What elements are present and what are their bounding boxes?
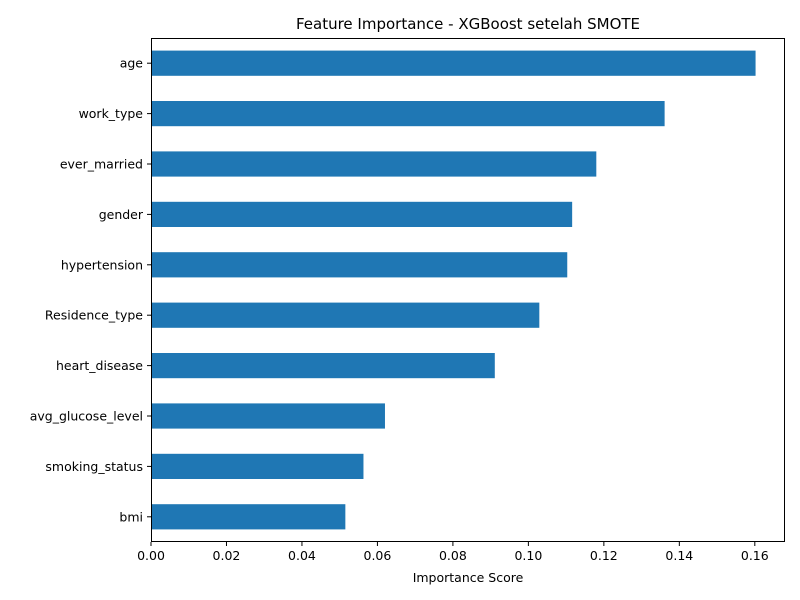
x-tick-label: 0.04 [288,548,316,563]
x-axis-ticks: 0.00 0.02 0.04 0.06 0.08 0.10 0.12 0.14 0.16 [137,542,769,563]
x-tick-label: 0.10 [514,548,542,563]
x-tick-label: 0.14 [665,548,693,563]
x-axis-label: Importance Score [413,570,524,585]
chart-title: Feature Importance - XGBoost setelah SMO… [296,15,640,33]
x-tick-label: 0.08 [439,548,467,563]
bars-group [151,50,756,530]
x-tick-label: 0.12 [590,548,618,563]
bar-smoking_status [151,453,364,479]
bar-age [151,50,756,76]
bar-bmi [151,504,346,530]
plot-frame [151,38,785,542]
x-tick-label: 0.02 [213,548,241,563]
bar-work_type [151,101,665,127]
y-tick-label: smoking_status [45,459,143,474]
bar-Residence_type [151,302,540,328]
y-tick-label: Residence_type [45,308,143,323]
bar-gender [151,201,573,227]
bar-ever_married [151,151,597,177]
y-tick-label: heart_disease [56,358,143,373]
y-tick-label: bmi [119,509,143,524]
x-tick-label: 0.00 [137,548,165,563]
y-tick-label: age [120,56,144,71]
y-tick-label: hypertension [61,257,143,272]
y-tick-label: work_type [79,106,144,121]
x-tick-label: 0.06 [364,548,392,563]
bar-hypertension [151,252,568,278]
bar-avg_glucose_level [151,403,385,429]
x-tick-label: 0.16 [741,548,769,563]
y-tick-label: avg_glucose_level [30,409,143,424]
y-tick-label: gender [99,207,144,222]
y-tick-label: ever_married [60,157,143,172]
bar-heart_disease [151,353,495,379]
